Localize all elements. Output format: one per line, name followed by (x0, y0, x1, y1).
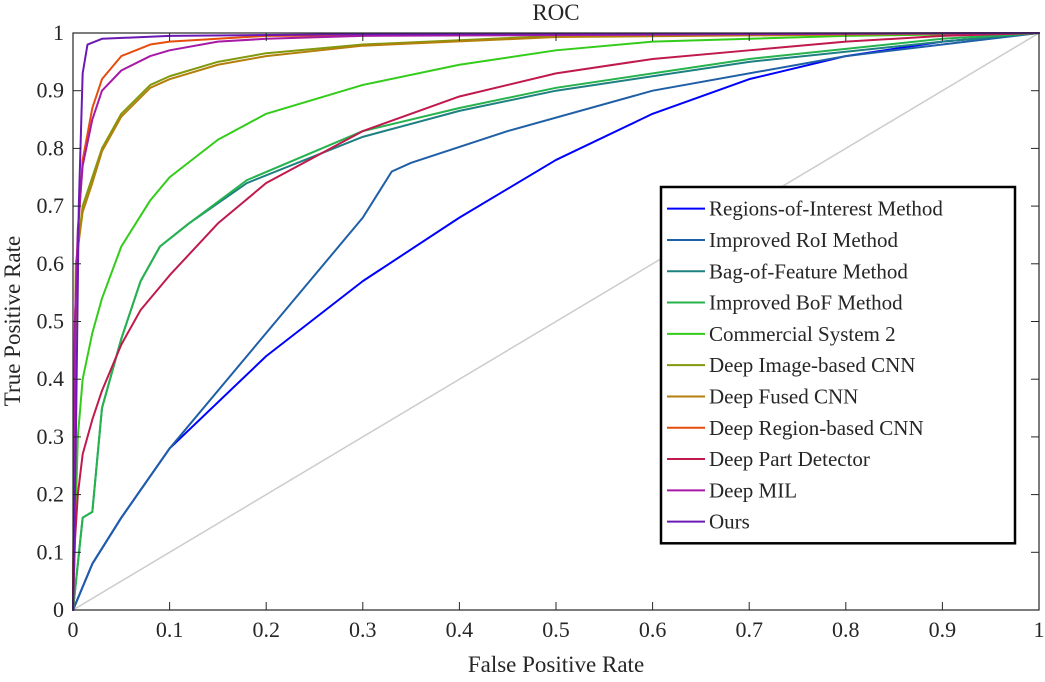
x-tick-label: 0 (68, 617, 79, 642)
legend-box (659, 185, 1017, 545)
series-line-5 (72, 32, 1040, 611)
series-layer (72, 32, 1040, 611)
y-tick-label: 0.9 (37, 78, 65, 103)
x-tick-label: 0.8 (832, 617, 860, 642)
tick-layer: 0 0.1 0.2 0.3 0.4 0.5 0.6 0.7 0.8 0.9 1 0 0.1 0.2 0.3 0… (37, 20, 1045, 642)
y-tick-label: 0.1 (37, 539, 65, 564)
x-tick-label: 1 (1034, 617, 1045, 642)
x-tick-label: 0.1 (156, 617, 184, 642)
series-line-7 (72, 32, 1040, 611)
x-axis-title: False Positive Rate (468, 652, 644, 677)
x-tick-label: 0.9 (929, 617, 957, 642)
legend-label: Commercial System 2 (709, 322, 896, 346)
x-tick-label: 0.6 (639, 617, 667, 642)
y-tick-label: 0.8 (37, 135, 65, 160)
chance-diagonal-line (72, 32, 1040, 611)
legend-label: Improved RoI Method (709, 228, 898, 252)
legend: Regions-of-Interest Method Improved RoI M… (659, 185, 1017, 545)
y-tick-label: 0.3 (37, 424, 65, 449)
x-tick-label: 0.7 (735, 617, 763, 642)
y-tick-label: 1 (53, 20, 64, 45)
series-line-11 (72, 32, 1040, 611)
legend-label: Deep MIL (709, 478, 797, 502)
y-tick-label: 0.6 (37, 251, 65, 276)
chart-title: ROC (532, 0, 579, 25)
legend-label: Bag-of-Feature Method (709, 259, 908, 283)
x-tick-label: 0.3 (349, 617, 377, 642)
x-tick-label: 0.2 (252, 617, 280, 642)
y-tick-label: 0.2 (37, 482, 65, 507)
legend-label: Deep Region-based CNN (709, 416, 924, 440)
legend-label: Deep Fused CNN (709, 384, 858, 408)
y-tick-label: 0.4 (37, 366, 65, 391)
series-line-4 (72, 32, 1040, 611)
legend-label: Deep Part Detector (709, 447, 870, 471)
y-tick-label: 0 (53, 597, 64, 622)
x-tick-label: 0.4 (446, 617, 474, 642)
y-tick-label: 0.7 (37, 193, 65, 218)
y-tick-label: 0.5 (37, 309, 65, 334)
x-tick-label: 0.5 (542, 617, 570, 642)
series-line-6 (72, 32, 1040, 611)
y-axis-title: True Positive Rate (0, 236, 25, 406)
series-line-9 (72, 32, 1040, 611)
legend-label: Deep Image-based CNN (709, 353, 915, 377)
legend-label: Improved BoF Method (709, 291, 903, 315)
legend-label: Ours (709, 510, 750, 534)
series-line-2 (72, 32, 1040, 611)
legend-label: Regions-of-Interest Method (709, 197, 943, 221)
